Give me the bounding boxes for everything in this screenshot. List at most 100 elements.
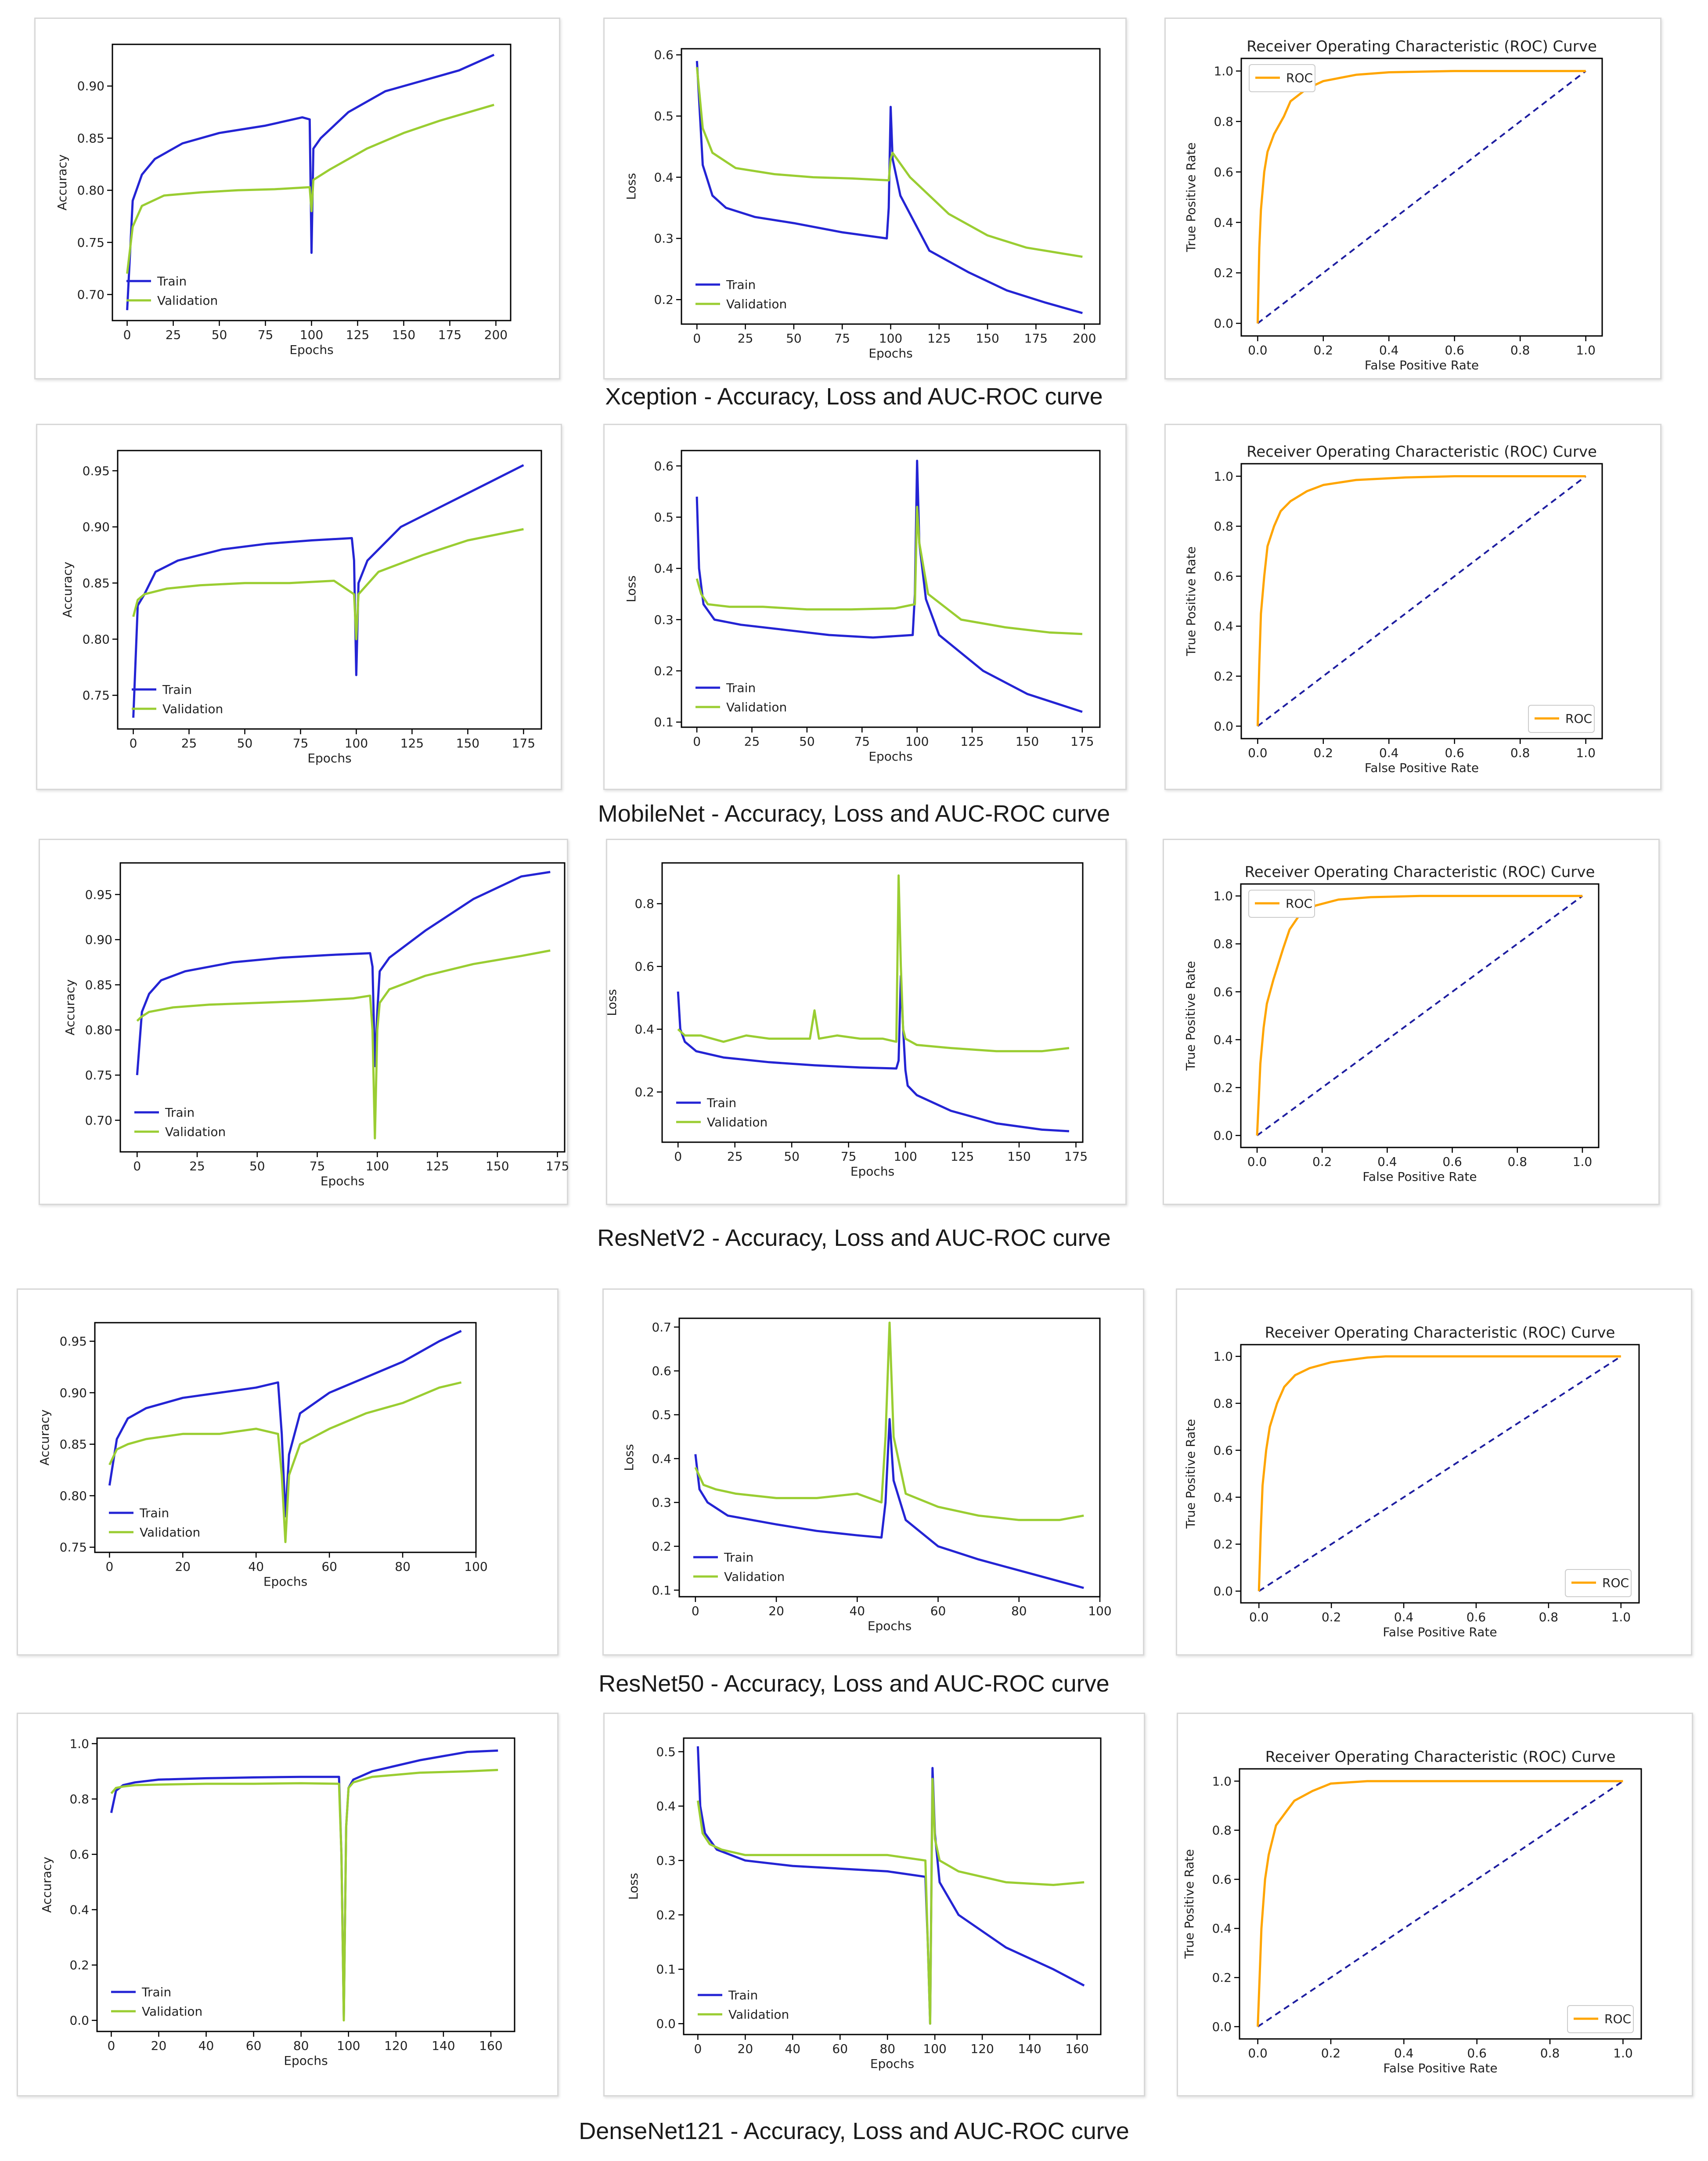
x-tick-label: 25	[189, 1159, 205, 1173]
y-tick-label: 0.2	[652, 1539, 671, 1554]
x-tick-label: 40	[849, 1604, 865, 1618]
series-line-train	[695, 61, 1083, 314]
y-axis-label: True Positive Rate	[1182, 1849, 1196, 1959]
y-tick-label: 0.1	[656, 1962, 676, 1977]
x-tick-label: 25	[744, 734, 760, 749]
y-axis-label: Accuracy	[40, 1857, 54, 1913]
y-tick-label: 0.70	[77, 287, 104, 302]
x-tick-label: 0.6	[1442, 1154, 1462, 1169]
x-tick-label: 0.8	[1539, 1610, 1559, 1624]
mobilenet-caption: MobileNet - Accuracy, Loss and AUC-ROC c…	[598, 801, 1110, 827]
series-line-train	[110, 1749, 498, 2019]
series-line-train	[108, 1330, 462, 1518]
y-tick-label: 1.0	[1212, 1774, 1232, 1789]
y-tick-label: 0.4	[1214, 215, 1233, 230]
y-tick-label: 0.0	[1213, 1129, 1233, 1143]
x-tick-label: 0	[694, 2042, 702, 2056]
plot-frame	[1240, 883, 1600, 1148]
x-tick-label: 60	[930, 1604, 946, 1618]
y-tick-label: 0.6	[1214, 165, 1233, 179]
legend-label-validation: Validation	[157, 293, 218, 308]
x-tick-label: 140	[1018, 2042, 1041, 2056]
resnet50-accuracy-panel: 0 20 40 60 80 100 0.75 0.80 0.85 0.90 0.95 Epochs Ac…	[17, 1288, 559, 1656]
resnet50-roc-chart: 0.0 0.2 0.4 0.6 0.8 1.0 0.0 0.2 0.4 0.6 0.8 1.0 Fals…	[1183, 1324, 1640, 1639]
x-tick-label: 125	[927, 331, 951, 346]
x-tick-label: 150	[392, 328, 415, 342]
x-tick-label: 160	[1065, 2042, 1088, 2056]
legend-label-train: Train	[726, 278, 756, 292]
x-tick-label: 160	[479, 2038, 502, 2053]
x-tick-label: 40	[198, 2038, 214, 2053]
series-line-roc	[1256, 70, 1586, 324]
resnet50-caption: ResNet50 - Accuracy, Loss and AUC-ROC cu…	[598, 1670, 1110, 1697]
x-tick-label: 100	[300, 328, 323, 342]
y-tick-label: 0.2	[1212, 1970, 1232, 1985]
plot-frame	[96, 1737, 515, 2032]
x-tick-label: 0.0	[1248, 2046, 1268, 2060]
x-tick-label: 80	[395, 1559, 411, 1574]
y-axis-label: Loss	[624, 575, 638, 602]
y-tick-label: 0.4	[1212, 1921, 1232, 1936]
x-tick-label: 0.0	[1247, 1154, 1267, 1169]
y-tick-label: 0.5	[654, 510, 674, 524]
y-tick-label: 0.1	[652, 1583, 671, 1598]
x-tick-label: 0.6	[1467, 1610, 1486, 1624]
legend-box	[1248, 890, 1315, 918]
x-tick-label: 0	[674, 1149, 682, 1164]
y-tick-label: 0.4	[1213, 1490, 1233, 1504]
y-tick-label: 0.4	[656, 1799, 676, 1814]
x-tick-label: 100	[923, 2042, 946, 2056]
resnet50-roc-panel: 0.0 0.2 0.4 0.6 0.8 1.0 0.0 0.2 0.4 0.6 0.8 1.0 Fals…	[1176, 1288, 1692, 1656]
y-tick-label: 1.0	[69, 1736, 89, 1751]
y-tick-label: 0.8	[634, 897, 654, 911]
y-axis-label: True Positive Rate	[1183, 1419, 1198, 1529]
x-axis-label: Epochs	[321, 1174, 364, 1188]
densenet121-roc-chart: 0.0 0.2 0.4 0.6 0.8 1.0 0.0 0.2 0.4 0.6 0.8 1.0 Fals…	[1182, 1748, 1642, 2075]
series-line-roc	[1256, 475, 1586, 726]
x-tick-label: 150	[486, 1159, 509, 1173]
densenet121-accuracy-panel: 0 20 40 60 80 100 120 140 160 0.0 0.2 0.4 0.6 0.8 1.0 E…	[17, 1713, 559, 2096]
y-tick-label: 0.75	[83, 688, 110, 703]
y-tick-label: 0.80	[83, 632, 110, 646]
series-line-validation	[694, 1321, 1084, 1521]
y-axis-label: Accuracy	[55, 155, 69, 211]
legend-label-train: Train	[706, 1096, 736, 1110]
chance-diagonal-line	[1257, 1780, 1624, 2028]
x-tick-label: 0.0	[1249, 1610, 1269, 1624]
plot-frame	[1240, 463, 1603, 740]
y-tick-label: 0.90	[60, 1385, 87, 1400]
y-tick-label: 0.6	[69, 1847, 89, 1862]
x-tick-label: 75	[293, 736, 309, 750]
y-tick-label: 1.0	[1213, 1349, 1233, 1364]
y-tick-label: 0.5	[652, 1407, 671, 1422]
x-tick-label: 100	[345, 736, 368, 750]
x-tick-label: 100	[366, 1159, 389, 1173]
x-tick-label: 150	[976, 331, 999, 346]
y-tick-label: 0.2	[634, 1085, 654, 1099]
legend-label-train: Train	[162, 682, 192, 697]
y-tick-label: 0.6	[1213, 1443, 1233, 1458]
resnetv2-roc-panel: 0.0 0.2 0.4 0.6 0.8 1.0 0.0 0.2 0.4 0.6 0.8 1.0 Fals…	[1163, 839, 1660, 1205]
y-tick-label: 0.3	[652, 1495, 671, 1510]
x-axis-label: Epochs	[850, 1164, 894, 1179]
x-tick-label: 140	[432, 2038, 455, 2053]
resnetv2-accuracy-panel: 0 25 50 75 100 125 150 175 0.70 0.75 0.80 0.85 0.90 0…	[39, 839, 569, 1205]
x-tick-label: 75	[854, 734, 870, 749]
x-tick-label: 125	[425, 1159, 449, 1173]
x-tick-label: 100	[905, 734, 929, 749]
densenet121-loss-panel: 0 20 40 60 80 100 120 140 160 0.0 0.1 0.2 0.3 0.4 0.5 E…	[603, 1713, 1145, 2096]
xception-loss-panel: 0 25 50 75 100 125 150 175 200 0.2 0.3 0.4 0.5 0.6 Epo…	[603, 18, 1127, 379]
legend-label-train: Train	[139, 1506, 169, 1520]
plot-frame	[94, 1322, 477, 1553]
x-tick-label: 0.0	[1248, 746, 1268, 760]
x-tick-label: 1.0	[1576, 343, 1596, 357]
legend-label-train: Train	[728, 1988, 758, 2002]
y-tick-label: 0.3	[654, 231, 674, 246]
y-axis-label: True Positive Rate	[1184, 546, 1198, 656]
y-tick-label: 0.4	[652, 1451, 671, 1466]
y-tick-label: 0.2	[1213, 1080, 1233, 1095]
plot-frame	[117, 450, 542, 730]
x-tick-label: 80	[879, 2042, 895, 2056]
x-tick-label: 20	[175, 1559, 191, 1574]
x-tick-label: 40	[248, 1559, 264, 1574]
